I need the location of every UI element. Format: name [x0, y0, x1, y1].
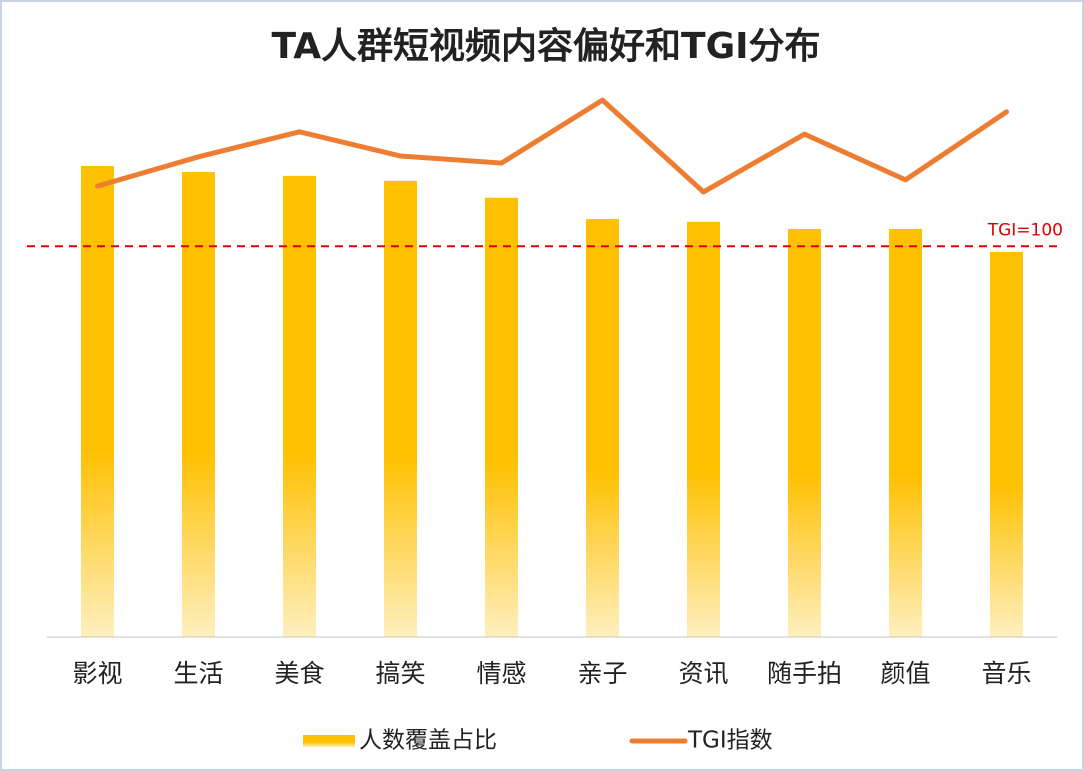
x-tick-label: 美食	[274, 659, 324, 688]
bar	[788, 228, 821, 638]
bar	[81, 166, 114, 637]
chart-title: TA人群短视频内容偏好和TGI分布	[271, 26, 820, 67]
x-tick-label: 亲子	[577, 659, 627, 688]
x-tick-label: 搞笑	[375, 659, 425, 688]
bar	[384, 180, 417, 637]
x-tick-label: 情感	[476, 659, 526, 688]
bar	[990, 251, 1023, 638]
bar	[687, 221, 720, 637]
x-tick-label: 颜值	[880, 659, 930, 688]
x-tick-label: 随手拍	[767, 659, 842, 688]
line	[95, 97, 1009, 195]
x-tick-label: 音乐	[981, 659, 1031, 688]
bar	[182, 172, 215, 638]
x-tick-label: 生活	[173, 659, 223, 688]
legend-label: TGI指数	[687, 728, 773, 754]
reference-label: TGI=100	[987, 220, 1063, 240]
legend-swatch	[303, 735, 355, 747]
x-tick-label: 影视	[72, 659, 122, 688]
x-tick-label: 资讯	[678, 659, 728, 688]
bar	[283, 175, 316, 637]
bar	[485, 197, 518, 637]
bar	[889, 228, 922, 638]
legend-label: 人数覆盖占比	[359, 728, 497, 754]
bar	[586, 219, 619, 638]
